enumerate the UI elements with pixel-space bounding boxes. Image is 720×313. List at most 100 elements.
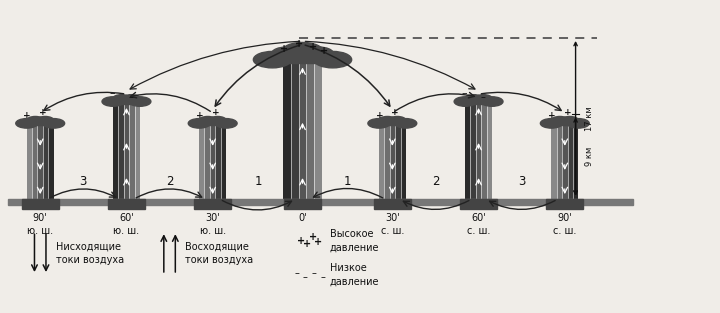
Text: –: – [480, 92, 485, 102]
Bar [284, 198, 321, 208]
Text: +: + [376, 111, 383, 120]
Circle shape [42, 119, 65, 128]
Bar [194, 198, 231, 208]
Text: 60'
ю. ш.: 60' ю. ш. [113, 213, 140, 236]
Text: Нисходящие
токи воздуха: Нисходящие токи воздуха [56, 242, 124, 265]
Bar [24, 121, 57, 125]
Bar [557, 125, 562, 198]
Bar [315, 63, 323, 198]
Text: +: + [309, 43, 318, 53]
Bar [32, 125, 37, 198]
Bar [37, 125, 43, 198]
Circle shape [395, 119, 417, 128]
Text: +: + [281, 44, 289, 54]
Text: +: + [308, 232, 317, 242]
Circle shape [282, 43, 323, 60]
Text: 1: 1 [343, 175, 351, 188]
Bar [129, 104, 135, 198]
Bar [465, 104, 470, 198]
Bar [199, 125, 204, 198]
Text: 2: 2 [166, 175, 174, 188]
Text: 60'
с. ш.: 60' с. ш. [467, 213, 490, 236]
Bar [376, 121, 409, 125]
Circle shape [215, 119, 237, 128]
Circle shape [561, 116, 578, 124]
Text: 30'
с. ш.: 30' с. ш. [381, 213, 404, 236]
Text: –: – [128, 92, 133, 102]
Bar [562, 125, 567, 198]
Circle shape [389, 116, 406, 124]
Bar [567, 125, 573, 198]
Circle shape [465, 95, 482, 102]
Bar [379, 125, 384, 198]
Circle shape [541, 119, 562, 128]
Circle shape [129, 97, 151, 106]
Bar [108, 198, 145, 208]
Text: –: – [320, 272, 325, 282]
Bar [109, 100, 143, 104]
Text: 0': 0' [298, 213, 307, 223]
Circle shape [37, 116, 54, 124]
Bar [548, 121, 582, 125]
Text: +: + [297, 236, 305, 246]
Bar [27, 125, 32, 198]
Text: 90'
с. ш.: 90' с. ш. [553, 213, 577, 236]
Text: +: + [212, 108, 220, 117]
Text: Высокое
давление: Высокое давление [330, 229, 379, 252]
Bar [43, 125, 48, 198]
Text: +: + [303, 239, 311, 249]
Text: 3: 3 [518, 175, 526, 188]
Text: 9 км: 9 км [585, 147, 594, 166]
Bar [48, 125, 54, 198]
Text: –: – [303, 272, 308, 282]
Circle shape [209, 116, 226, 124]
Bar [307, 63, 315, 198]
Circle shape [113, 95, 130, 102]
Text: +: + [392, 108, 399, 117]
Bar [299, 63, 307, 198]
Bar [481, 104, 487, 198]
Bar [476, 104, 481, 198]
Circle shape [16, 119, 37, 128]
Bar [487, 104, 492, 198]
Text: Низкое
давление: Низкое давление [330, 263, 379, 286]
Text: 2: 2 [432, 175, 439, 188]
Bar [196, 121, 230, 125]
Bar [221, 125, 226, 198]
Bar [113, 104, 118, 198]
Bar [210, 125, 215, 198]
Circle shape [253, 51, 292, 68]
Circle shape [271, 47, 302, 60]
Circle shape [123, 95, 140, 102]
Bar [400, 125, 406, 198]
Circle shape [188, 119, 210, 128]
Bar [268, 56, 337, 63]
Text: –: – [312, 268, 317, 278]
Text: +: + [196, 111, 204, 120]
Circle shape [481, 97, 503, 106]
Circle shape [379, 116, 396, 124]
Circle shape [552, 116, 569, 124]
Bar [460, 198, 498, 208]
Bar [215, 125, 221, 198]
Bar [135, 104, 140, 198]
Bar [384, 125, 390, 198]
Bar [546, 198, 583, 208]
Bar [374, 198, 411, 208]
Text: +: + [564, 108, 572, 117]
Text: +: + [40, 108, 47, 117]
Bar [462, 100, 495, 104]
Circle shape [475, 95, 492, 102]
Bar [291, 63, 299, 198]
Text: 1: 1 [254, 175, 261, 188]
Bar [470, 104, 476, 198]
Text: –: – [294, 268, 300, 278]
Circle shape [567, 119, 589, 128]
Bar [390, 125, 395, 198]
Circle shape [102, 97, 124, 106]
Text: +: + [314, 237, 323, 247]
Text: 17 км: 17 км [585, 106, 594, 131]
Circle shape [368, 119, 390, 128]
Bar [124, 104, 129, 198]
Bar [551, 125, 557, 198]
